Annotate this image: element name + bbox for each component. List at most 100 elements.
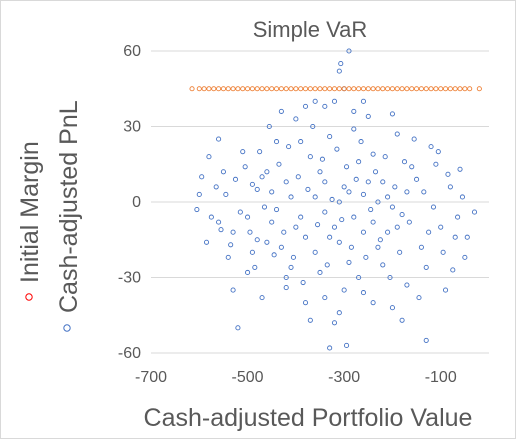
pnl-point	[230, 229, 236, 235]
y-tick-label: -30	[118, 270, 141, 287]
pnl-point	[341, 287, 347, 293]
pnl-point	[218, 227, 224, 233]
initial-margin-point	[317, 86, 323, 92]
pnl-point	[223, 191, 229, 197]
pnl-point	[331, 320, 338, 326]
initial-margin-point	[264, 86, 270, 92]
pnl-point	[213, 184, 219, 190]
pnl-point	[339, 217, 345, 223]
pnl-point	[295, 174, 301, 180]
pnl-point	[302, 234, 309, 240]
pnl-point	[317, 169, 323, 175]
pnl-point	[216, 219, 222, 225]
pnl-point	[283, 285, 289, 291]
pnl-point	[423, 337, 429, 343]
initial-margin-point	[462, 86, 468, 92]
pnl-point	[249, 249, 255, 255]
initial-margin-point	[399, 86, 405, 92]
pnl-point	[312, 98, 318, 104]
pnl-point	[288, 194, 294, 200]
initial-margin-point	[189, 86, 195, 92]
legend: Initial Margin Cash-adjusted PnL	[16, 100, 83, 332]
pnl-point	[464, 234, 470, 240]
pnl-point	[442, 287, 449, 293]
initial-margin-point	[404, 86, 410, 92]
pnl-point	[322, 295, 328, 301]
x-tick-label: -300	[328, 369, 360, 386]
pnl-point	[230, 287, 236, 293]
pnl-point	[358, 139, 364, 145]
initial-margin-point	[293, 86, 299, 92]
pnl-point	[387, 274, 393, 281]
pnl-point	[252, 264, 258, 270]
initial-margin-point	[389, 86, 395, 92]
x-tick-label: -100	[425, 369, 457, 386]
pnl-point	[237, 209, 243, 215]
pnl-point	[447, 184, 453, 190]
pnl-point	[346, 259, 352, 265]
pnl-point	[382, 154, 388, 160]
pnl-point	[307, 154, 313, 160]
pnl-point	[450, 267, 456, 273]
grid-lines	[151, 50, 489, 354]
initial-margin-point	[307, 86, 313, 92]
pnl-point	[319, 156, 325, 162]
y-tick-label: 60	[123, 43, 141, 60]
pnl-point	[264, 169, 270, 175]
pnl-point	[312, 194, 318, 200]
pnl-point	[399, 317, 405, 323]
initial-margin-point	[196, 86, 202, 92]
pnl-point	[315, 222, 321, 228]
pnl-point	[433, 161, 439, 167]
pnl-point	[440, 249, 446, 255]
pnl-point	[216, 136, 222, 142]
pnl-point	[394, 224, 400, 230]
pnl-point	[423, 264, 429, 270]
pnl-point	[225, 254, 231, 260]
pnl-point	[389, 111, 395, 117]
pnl-point	[266, 123, 272, 130]
pnl-point	[375, 199, 381, 205]
initial-margin-point	[298, 86, 304, 92]
legend-label-initial-margin: Initial Margin	[16, 141, 44, 283]
pnl-point	[365, 113, 371, 119]
legend-label-cash-adjusted-pnl: Cash-adjusted PnL	[55, 100, 83, 313]
pnl-point	[370, 300, 376, 306]
initial-margin-point	[254, 86, 260, 92]
initial-margin-point	[476, 86, 482, 92]
pnl-point	[307, 317, 313, 323]
pnl-point	[338, 61, 344, 67]
pnl-point	[206, 154, 212, 160]
pnl-point	[249, 181, 255, 187]
pnl-point	[261, 204, 268, 210]
pnl-point	[331, 224, 338, 230]
pnl-point	[394, 131, 400, 137]
pnl-point	[455, 214, 461, 220]
initial-margin-point	[380, 86, 386, 92]
pnl-point	[421, 189, 427, 195]
pnl-point	[259, 295, 265, 301]
pnl-point	[418, 244, 424, 250]
pnl-point	[324, 262, 330, 268]
pnl-point	[346, 189, 352, 195]
pnl-point	[242, 164, 248, 170]
pnl-point	[322, 209, 328, 215]
pnl-point	[351, 108, 357, 114]
pnl-point	[348, 244, 354, 250]
initial-margin-point	[206, 86, 212, 92]
pnl-point	[254, 237, 260, 243]
pnl-point	[278, 108, 284, 114]
pnl-point	[385, 194, 391, 200]
pnl-point	[312, 249, 318, 255]
pnl-point	[399, 212, 405, 218]
pnl-point	[327, 234, 333, 240]
pnl-point	[269, 219, 275, 225]
initial-margin-point	[356, 86, 362, 92]
initial-margin-point	[394, 86, 400, 92]
pnl-point	[344, 164, 350, 170]
initial-margin-point	[365, 86, 371, 92]
pnl-point	[370, 151, 376, 157]
data-points	[189, 48, 482, 351]
pnl-point	[199, 174, 205, 180]
